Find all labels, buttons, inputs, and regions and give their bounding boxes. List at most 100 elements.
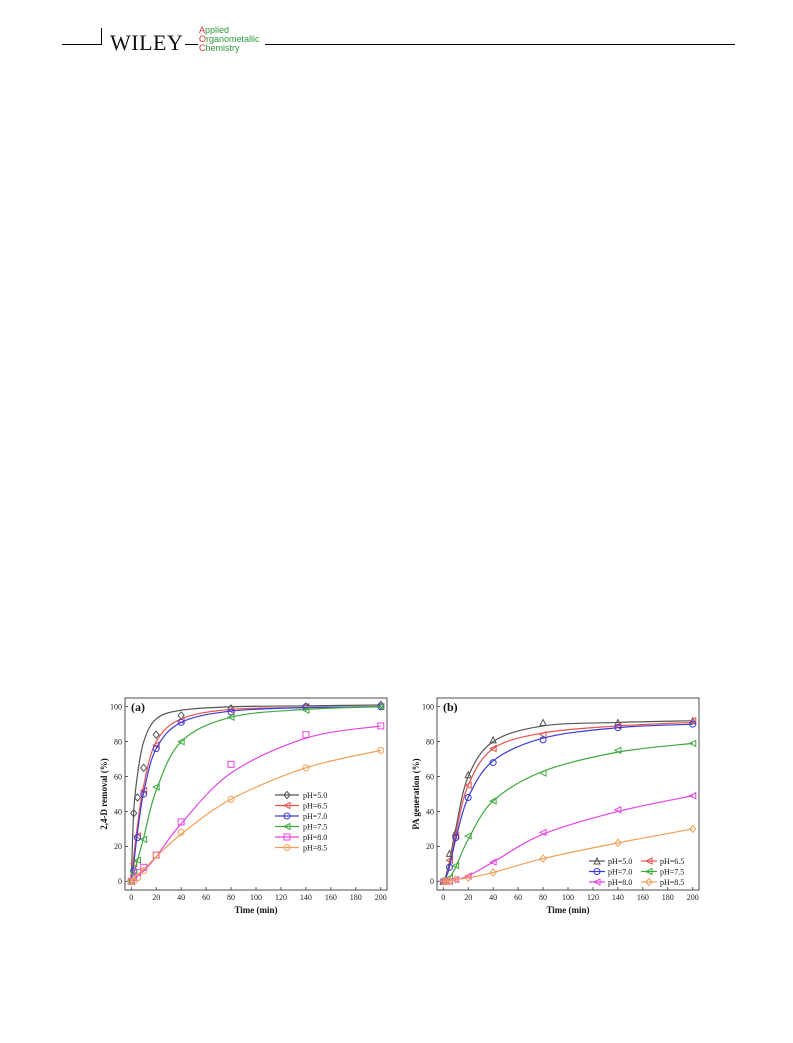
chart-a-series-4-point-5 <box>177 818 185 826</box>
chart-b-legend: pH=5.0 pH=6.5 pH=7.0 pH=7.5 pH=8.0 pH=8.5 <box>589 856 684 887</box>
chart-b-legend-label-2: pH=7.0 <box>608 868 632 877</box>
chart-b-series-2-point-3 <box>452 834 460 842</box>
chart-b-ytick-label-2: 40 <box>426 807 434 816</box>
chart-b-ytick-label-4: 80 <box>426 737 434 746</box>
chart-b-series-1-point-8 <box>688 716 697 725</box>
chart-a-xtick-label-0: 0 <box>129 893 133 902</box>
chart-b-xtick-label-7: 140 <box>612 893 624 902</box>
chart-a-series-3-point-4 <box>152 783 160 791</box>
chart-b: 0 20 40 60 80 100 120 140 160 180 200 0 20 40 60 80 100 T… <box>412 697 700 915</box>
chart-a-series-0-line <box>130 704 381 882</box>
chart-b-series-3-point-7 <box>613 746 622 755</box>
chart-a-legend-marker-5 <box>283 844 291 851</box>
chart-b-series-0-point-5 <box>489 735 497 744</box>
chart-a-series-5-point-6 <box>227 795 235 803</box>
chart-a-series-5-point-3 <box>140 867 148 875</box>
chart-b-series-5-point-7 <box>614 838 622 848</box>
chart-b-series-3-point-4 <box>464 832 472 840</box>
chart-a-frame <box>124 697 388 891</box>
chart-b-series-3-point-3 <box>451 861 460 870</box>
chart-a-series-2-point-4 <box>152 745 160 753</box>
chart-b-legend-item-3: pH=7.5 <box>641 868 684 877</box>
chart-a-series-2-point-5 <box>177 718 185 726</box>
chart-a-legend-label-3: pH=7.5 <box>303 823 327 832</box>
chart-b-series-1-point-4 <box>464 781 472 790</box>
chart-b-series-2-point-7 <box>614 724 622 732</box>
chart-b-series-4-point-7 <box>613 805 622 814</box>
journal-name: Applied Organometallic Chemistry <box>199 26 260 53</box>
chart-b-legend-item-1: pH=6.5 <box>641 857 684 866</box>
chart-a-series-3-point-8 <box>376 702 385 711</box>
chart-a-legend-label-0: pH=5.0 <box>303 791 327 800</box>
chart-a-series-5-point-8 <box>377 746 385 754</box>
chart-a-legend-item-0: pH=5.0 <box>275 790 327 800</box>
chart-a-series-5-point-2 <box>133 874 141 882</box>
chart-b-panel-label: (b) <box>443 700 458 714</box>
chart-a-series-4 <box>127 722 385 885</box>
chart-a-xtick-label-6: 120 <box>275 893 287 902</box>
chart-a: 0 20 40 60 80 100 120 140 160 180 200 0 20 40 60 80 100 T… <box>100 697 388 915</box>
chart-b-xtick-label-6: 120 <box>587 893 599 902</box>
chart-b-xtick-label-0: 0 <box>441 893 445 902</box>
chart-b-legend-label-1: pH=6.5 <box>660 857 684 866</box>
chart-b-xtick-label-1: 20 <box>464 893 472 902</box>
chart-b-series-2-line <box>442 723 693 882</box>
chart-a-series-4-point-3 <box>140 863 148 871</box>
chart-a-series-4-point-6 <box>227 760 235 768</box>
chart-b-series-2-point-6 <box>539 736 547 744</box>
chart-a-legend-label-2: pH=7.0 <box>303 812 327 821</box>
chart-b-series-2-point-8 <box>689 720 697 728</box>
chart-a-panel-label: (a) <box>131 700 145 714</box>
chart-b-legend-label-5: pH=8.5 <box>660 878 684 887</box>
chart-b-ylabel: PA generation (%) <box>412 758 421 829</box>
chart-b-legend-marker-4 <box>592 878 601 886</box>
chart-a-legend-label-4: pH=8.0 <box>303 833 327 842</box>
chart-a-xtick-label-2: 40 <box>177 893 185 902</box>
chart-a-series-1-point-4 <box>152 741 160 749</box>
journal-line-2: Organometallic <box>199 34 260 44</box>
chart-a-series-1-line <box>130 706 381 882</box>
chart-b-legend-label-0: pH=5.0 <box>608 857 632 866</box>
chart-a-xtick-label-3: 60 <box>202 893 210 902</box>
chart-b-series-0 <box>439 716 697 885</box>
journal-line-3: Chemistry <box>199 43 240 53</box>
chart-b-series-5-point-6 <box>539 854 547 863</box>
chart-a-series-5-point-0 <box>127 877 135 885</box>
chart-b-xtick-label-2: 40 <box>489 893 497 902</box>
chart-a-xtick-label-9: 180 <box>350 893 362 902</box>
chart-b-series-3-point-5 <box>489 797 497 805</box>
chart-a-xlabel: Time (min) <box>234 905 277 915</box>
chart-a-series-5-point-5 <box>177 828 185 836</box>
header-rule-middle <box>185 44 198 45</box>
chart-b-series-2-point-4 <box>464 793 472 801</box>
chart-a-xtick-label-7: 140 <box>300 893 312 902</box>
header-rule-left <box>62 44 102 45</box>
chart-a-ytick-label-4: 80 <box>114 737 122 746</box>
chart-a-legend-item-4: pH=8.0 <box>275 833 327 842</box>
chart-a-series-2-point-6 <box>227 708 235 716</box>
chart-b-series-3-point-8 <box>688 739 697 748</box>
chart-b-ytick-label-5: 100 <box>422 703 434 712</box>
chart-b-legend-marker-3 <box>644 867 653 876</box>
chart-a-series-2-point-3 <box>140 790 148 798</box>
chart-b-legend-label-4: pH=8.0 <box>608 878 632 887</box>
chart-a-series-4-point-8 <box>377 722 385 730</box>
chart-a-legend-item-2: pH=7.0 <box>275 812 327 821</box>
chart-a-series-3-point-3 <box>139 835 148 844</box>
chart-b-series-4-point-6 <box>538 828 547 837</box>
chart-b-series-2-point-5 <box>489 759 497 767</box>
chart-a-series-3-point-7 <box>301 706 310 715</box>
chart-b-series-0-point-8 <box>688 716 697 725</box>
chart-b-series-5-line <box>443 828 693 882</box>
chart-b-series-5-point-5 <box>489 868 497 877</box>
chart-b-legend-marker-5 <box>645 877 653 887</box>
chart-b-series-3-point-6 <box>538 769 547 777</box>
chart-b-ytick-label-3: 60 <box>426 772 434 781</box>
chart-b-series-1-line <box>442 721 693 882</box>
chart-b-series-5-point-4 <box>464 873 472 883</box>
header-rule-right <box>265 44 735 45</box>
chart-a-series-0 <box>127 700 385 886</box>
publisher-logo: WILEY <box>110 30 184 55</box>
chart-a-series-0-point-1 <box>130 808 138 818</box>
chart-b-ytick-label-1: 20 <box>426 842 434 851</box>
